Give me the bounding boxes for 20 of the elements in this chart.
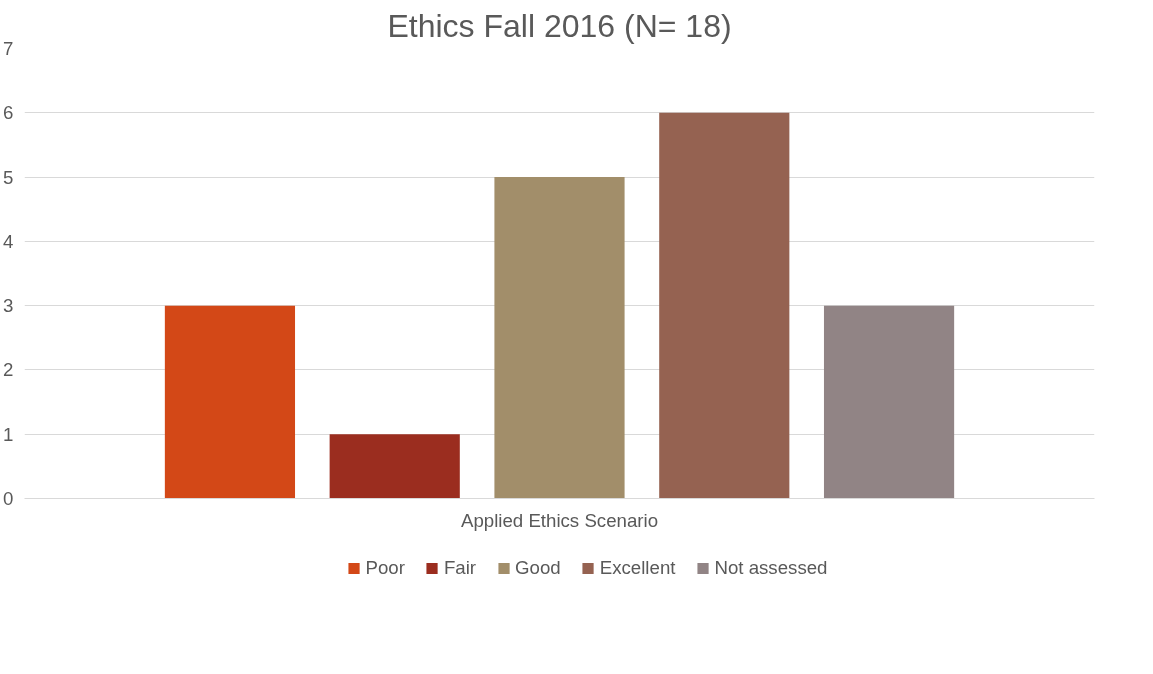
bar — [164, 305, 296, 499]
bar — [823, 305, 955, 499]
chart-title: Ethics Fall 2016 (N= 18) — [387, 7, 732, 44]
y-tick-label: 4 — [3, 230, 14, 252]
y-tick-label: 0 — [3, 488, 14, 509]
x-tick-label: Applied Ethics Scenario — [460, 509, 659, 531]
y-tick-label: 5 — [3, 166, 14, 188]
legend-label: Excellent — [599, 557, 676, 579]
bar — [494, 177, 625, 499]
y-tick-label: 1 — [3, 423, 14, 445]
legend-label: Not assessed — [714, 557, 828, 579]
bar — [659, 112, 790, 499]
legend-label: Good — [515, 557, 561, 579]
legend-label: Poor — [365, 557, 405, 579]
y-tick-label: 3 — [3, 295, 14, 317]
bar — [329, 434, 460, 499]
y-tick-label: 6 — [3, 102, 14, 124]
legend-label: Fair — [443, 557, 477, 579]
y-tick-label: 7 — [3, 38, 14, 59]
y-tick-label: 2 — [3, 359, 14, 381]
